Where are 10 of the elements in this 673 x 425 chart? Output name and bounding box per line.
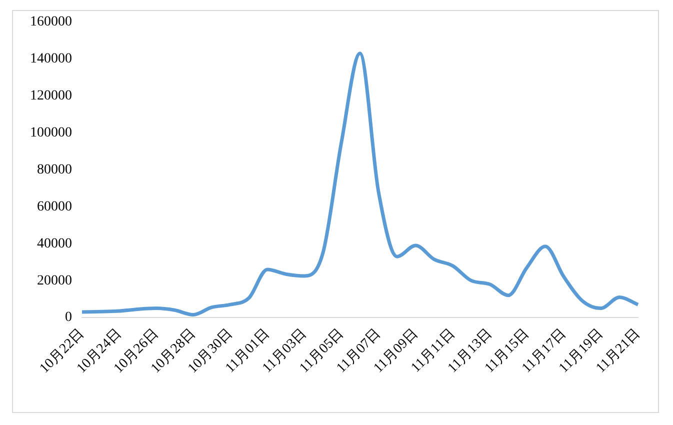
line-series [80, 52, 640, 316]
y-tick-label: 0 [65, 310, 72, 326]
y-tick-label: 160000 [30, 14, 72, 30]
y-tick-label: 140000 [30, 52, 72, 67]
y-tick-label: 20000 [37, 273, 72, 288]
y-tick-label: 40000 [37, 236, 72, 252]
y-tick-label: 60000 [37, 199, 72, 214]
y-tick-label: 120000 [30, 88, 72, 104]
y-tick-label: 100000 [30, 125, 72, 140]
y-tick-label: 80000 [37, 162, 72, 178]
